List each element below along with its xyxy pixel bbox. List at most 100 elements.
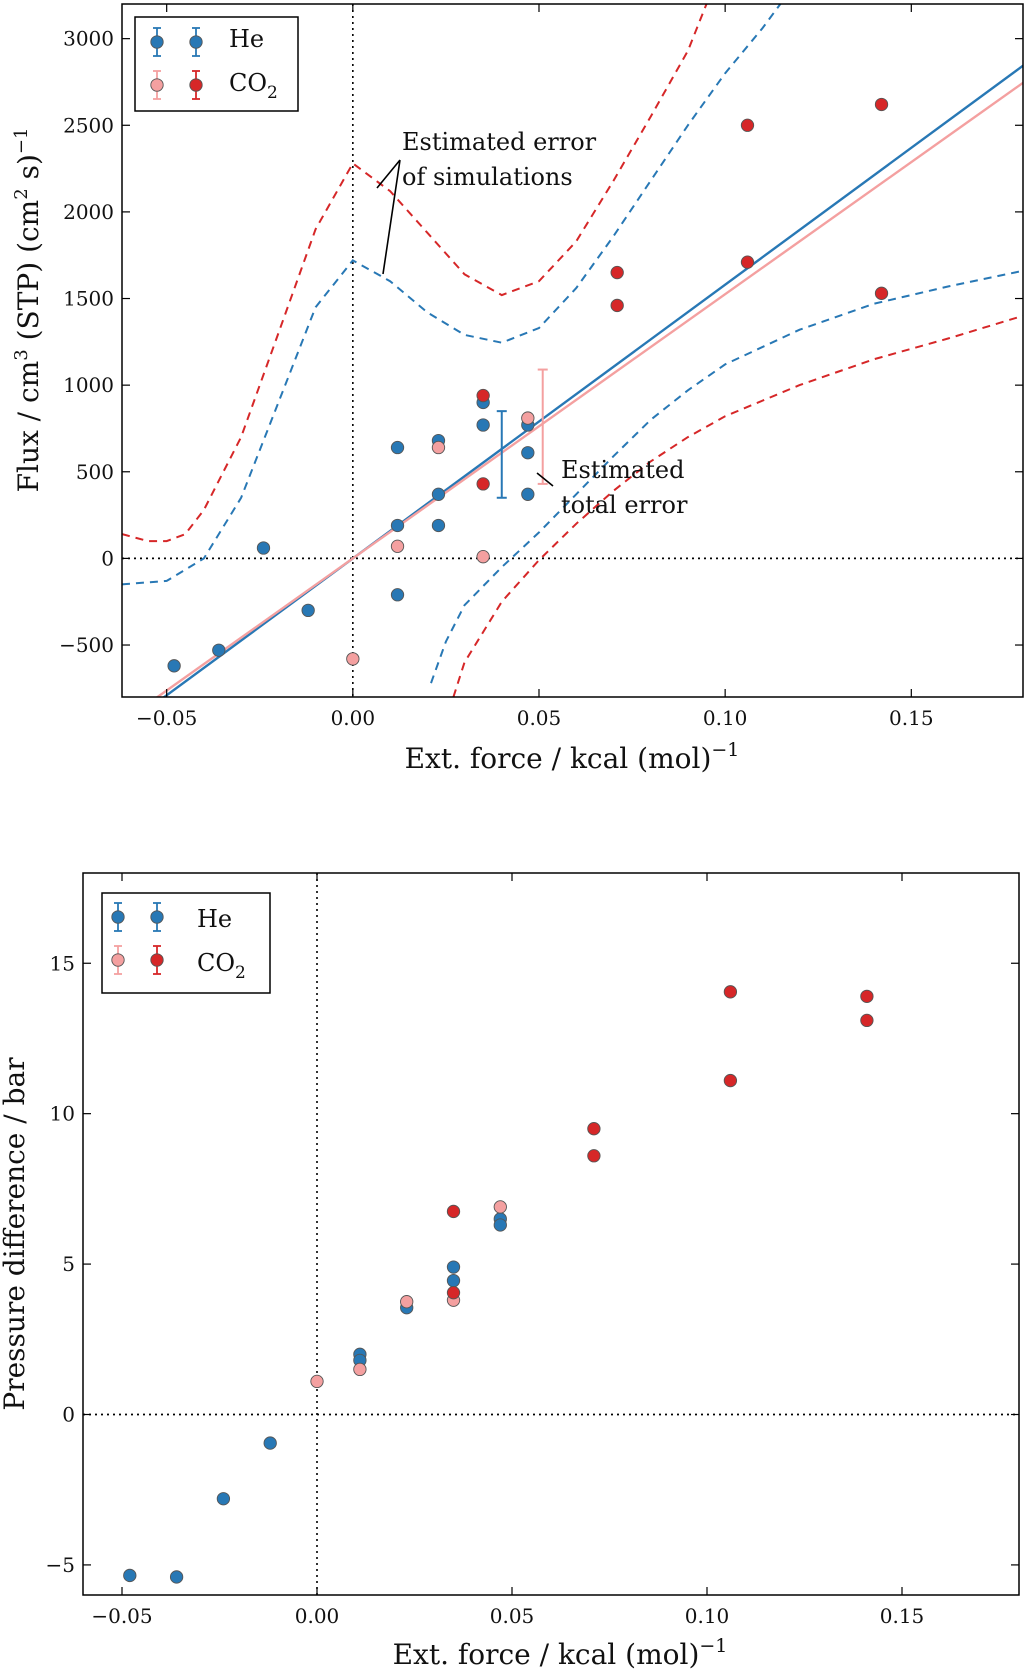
fit-line-he-fit [162,64,1023,697]
p1-x-tick-label: −0.05 [136,706,197,730]
p2-y-tick-label: 10 [50,1102,75,1126]
p1-x-tick-label: 0.15 [889,706,934,730]
flux-y-axis-label: Flux / cm3 (STP) (cm2 s)−1 [11,128,45,493]
flux-x-axis-label: Ext. force / kcal (mol)−1 [405,739,740,775]
data-point-co2-light- [353,1362,367,1377]
data-point-co2 [587,1122,601,1136]
p1-y-tick-label: 0 [101,546,114,570]
data-point-co2-light- [310,1374,324,1389]
data-point-co2 [723,985,738,999]
legend-marker [189,35,203,49]
pressure-legend-box [101,892,271,994]
error-band-he-upper [122,4,782,586]
p2-y-tick-label: 0 [62,1403,75,1427]
annotation-simulation-error-line2: of simulations [402,163,573,191]
data-point-co2 [610,298,624,313]
data-point-co2-light- [346,652,360,666]
p2-y-tick-label: 5 [62,1252,75,1276]
data-point-co2-light- [400,1295,414,1309]
p2-x-tick-label: 0.10 [685,1604,730,1628]
legend-marker [111,910,125,924]
data-point-co2-light- [521,411,535,425]
flux-plot-frame [121,3,1024,698]
p1-x-tick-label: 0.10 [703,706,748,730]
data-point-co2 [610,265,624,280]
annotation-total-error-line1: Estimated [561,456,684,484]
p1-y-tick-label: 500 [76,460,114,484]
error-band-he-lower [430,269,1023,684]
pressure-legend-he-label: He [197,905,232,933]
pressure-x-ticks: −0.05 0.00 0.05 0.10 0.15 [91,873,924,1628]
data-point-he [476,418,490,432]
legend-marker [150,910,164,924]
data-point-co2 [446,1204,461,1219]
p2-x-tick-label: −0.05 [91,1604,152,1628]
data-point-he [123,1568,137,1583]
flux-annotations: Estimated error of simulations Estimated… [376,128,688,519]
flux-legend: He CO2 [134,16,299,112]
data-point-he [301,603,315,618]
error-band-co2-upper [122,4,708,543]
data-point-co2 [723,1073,738,1088]
data-point-co2-light- [476,550,490,564]
legend-marker [189,78,203,92]
p2-x-tick-label: 0.15 [880,1604,925,1628]
data-point-co2-light- [493,1200,507,1214]
data-point-he [521,487,535,501]
pressure-legend-co2-label: CO2 [197,949,246,983]
p1-x-tick-label: 0.00 [331,706,376,730]
fit-line-co2-fit [155,81,1023,697]
flux-plot-area [122,4,1023,697]
data-point-he [390,440,405,455]
legend-marker [150,78,164,92]
data-point-co2 [860,989,874,1003]
annotation-total-error-line2: total error [561,491,688,519]
data-point-co2-light- [431,440,446,455]
data-point-he [431,518,446,533]
p2-x-tick-label: 0.05 [490,1604,535,1628]
flux-legend-box [134,16,299,112]
annotation-simulation-error-pointer [376,159,401,275]
data-point-he [493,1218,507,1232]
data-point-he [263,1436,277,1450]
data-point-co2 [874,286,889,300]
flux-legend-co2-label: CO2 [229,69,278,103]
data-point-co2-light- [390,539,405,553]
pressure-legend: He CO2 [101,892,271,994]
pressure-plot-area [83,873,1019,1595]
data-point-he [169,1570,184,1584]
annotation-simulation-error-line1: Estimated error [402,128,597,156]
p1-y-tick-label: 2000 [63,200,114,224]
pressure-y-axis-label: Pressure difference / bar [0,1057,31,1411]
p1-y-tick-label: 1500 [63,287,114,311]
error-band-co2-lower [452,314,1023,697]
legend-marker [111,953,125,967]
flux-panel: −0.05 0.00 0.05 0.10 0.15 −500 0 500 1000 1500 20… [11,3,1024,775]
pressure-panel: −0.05 0.00 0.05 0.10 0.15 −5 0 5 10 15 He CO2 Ex… [0,872,1020,1671]
data-point-co2 [446,1286,461,1300]
p1-y-tick-label: −500 [59,633,114,657]
data-point-he [256,541,271,555]
data-point-he [167,659,181,673]
p2-x-tick-label: 0.00 [295,1604,340,1628]
data-point-he [521,446,535,460]
pressure-legend-markers [111,902,164,975]
p2-y-tick-label: 15 [50,951,75,975]
annotation-total-error-pointer [536,472,554,487]
flux-legend-markers [150,27,203,100]
data-point-he [212,643,226,657]
data-point-he [390,518,405,533]
data-point-he [431,487,446,501]
data-point-he [390,588,405,602]
legend-marker [150,953,164,967]
flux-y-ticks: −500 0 500 1000 1500 2000 2500 3000 [59,27,1023,657]
data-point-he [446,1260,461,1274]
p2-y-tick-label: −5 [46,1553,75,1577]
data-point-co2 [476,477,490,491]
p1-y-tick-label: 1000 [63,373,114,397]
data-point-co2 [587,1149,601,1163]
flux-legend-he-label: He [229,25,264,53]
data-point-he [446,1273,461,1288]
p1-y-tick-label: 2500 [63,113,114,137]
